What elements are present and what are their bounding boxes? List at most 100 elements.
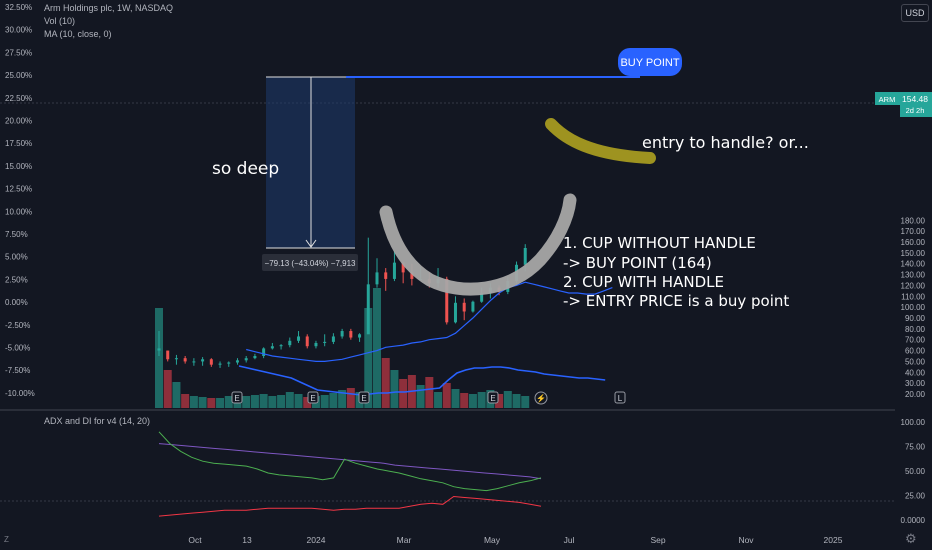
handle-drawing[interactable] — [545, 118, 656, 164]
candle-body — [192, 361, 196, 363]
buy-point-callout[interactable]: BUY POINT — [618, 48, 682, 76]
percent-tick: -7.50% — [5, 366, 30, 375]
price-tick: 110.00 — [901, 292, 925, 301]
time-tick: May — [484, 535, 501, 545]
volume-bar — [294, 394, 303, 408]
candle-body — [174, 358, 178, 360]
candle-body — [445, 278, 449, 323]
candle-body — [262, 348, 266, 357]
candle-body — [235, 360, 239, 363]
percent-tick: 12.50% — [5, 185, 32, 194]
volume-ma-line — [238, 365, 606, 396]
split-marker: ⚡ — [534, 391, 548, 405]
volume-bar — [442, 383, 451, 408]
price-tick: 150.00 — [901, 249, 926, 258]
volume-bar — [338, 390, 347, 408]
percent-axis: 32.50% 30.00% 27.50% 25.00% 22.50% 20.00% 17.5… — [5, 3, 35, 398]
volume-bar — [277, 395, 286, 408]
volume-bar — [242, 396, 251, 408]
volume-bar — [172, 382, 181, 408]
price-tick: 50.00 — [905, 357, 926, 366]
candle-body — [331, 336, 335, 342]
candle-body — [471, 301, 475, 312]
candle-body — [183, 358, 187, 362]
volume-bar — [451, 389, 460, 408]
price-tick: 90.00 — [905, 314, 926, 323]
last-price-countdown: 2d 2h — [906, 106, 925, 115]
volume-bar — [268, 396, 277, 408]
volume-legend[interactable]: Vol (10) — [44, 16, 76, 26]
percent-tick: 10.00% — [5, 207, 32, 216]
earnings-marker: E — [358, 391, 370, 404]
price-tick: 120.00 — [901, 281, 926, 290]
last-price-value: 154.48 — [902, 94, 928, 104]
adx-line — [158, 443, 542, 480]
gear-icon[interactable]: ⚙ — [905, 531, 917, 546]
earnings-marker: E — [307, 391, 319, 404]
percent-tick: 32.50% — [5, 3, 32, 12]
price-tick: 160.00 — [901, 238, 926, 247]
ma-legend[interactable]: MA (10, close, 0) — [44, 29, 112, 39]
candle-body — [314, 342, 318, 347]
time-tick: Jul — [564, 535, 575, 545]
cup-drawing[interactable] — [379, 193, 577, 296]
svg-text:L: L — [618, 394, 623, 403]
volume-bar — [381, 358, 390, 408]
symbol-title[interactable]: Arm Holdings plc, 1W, NASDAQ — [44, 3, 174, 13]
candle-body — [288, 340, 292, 346]
candle-body — [166, 350, 170, 360]
note-line-4: -> ENTRY PRICE is a buy point — [563, 292, 789, 310]
percent-tick: 7.50% — [5, 230, 28, 239]
volume-bar — [216, 398, 225, 408]
indicator-label[interactable]: ADX and DI for v4 (14, 20) — [44, 416, 150, 426]
candle-body — [366, 284, 370, 335]
time-tick: Oct — [188, 535, 202, 545]
currency-button[interactable]: USD — [901, 4, 929, 22]
candle-body — [253, 356, 257, 359]
candle-body — [358, 334, 362, 338]
percent-tick: 22.50% — [5, 94, 32, 103]
price-tick: 180.00 — [901, 216, 926, 225]
candle-body — [392, 262, 396, 279]
di-plus-line — [158, 431, 542, 492]
measure-label: −79.13 (−43.04%) −7,913 — [265, 259, 357, 268]
price-axis[interactable]: 180.00 170.00 160.00 150.00 140.00 130.00120.… — [901, 216, 926, 399]
event-markers[interactable]: E E E E L ⚡ — [231, 391, 626, 405]
percent-tick: 27.50% — [5, 48, 32, 57]
timezone-icon[interactable]: Z — [4, 535, 9, 544]
volume-bar — [163, 370, 172, 408]
candle-body — [523, 247, 527, 265]
note-line-3: 2. CUP WITH HANDLE — [563, 273, 724, 291]
price-tick: 60.00 — [905, 347, 926, 356]
price-tick: 100.00 — [901, 303, 926, 312]
measure-arrow-head — [305, 239, 317, 248]
time-axis[interactable]: Oct 13 2024 Mar May Jul Sep Nov 2025 — [188, 535, 842, 545]
time-tick: 2025 — [824, 535, 843, 545]
candle-body — [227, 362, 231, 364]
measure-label-box — [262, 254, 358, 271]
svg-text:E: E — [310, 394, 315, 403]
measure-tool[interactable]: −79.13 (−43.04%) −7,913 — [262, 76, 358, 271]
last-price-tag: ARM 154.48 2d 2h — [875, 92, 932, 117]
volume-bar — [198, 397, 207, 408]
candle-body — [375, 272, 379, 285]
time-tick: Mar — [397, 535, 412, 545]
grid-lines — [0, 102, 895, 502]
percent-tick: 2.50% — [5, 275, 28, 284]
volume-bar — [425, 377, 434, 408]
svg-text:E: E — [234, 394, 239, 403]
candle-body — [157, 348, 161, 351]
candle-body — [305, 336, 309, 347]
candle-body — [462, 302, 466, 312]
price-tick: 20.00 — [905, 390, 926, 399]
buy-point-label: BUY POINT — [620, 57, 679, 69]
volume-bar — [495, 394, 504, 408]
percent-tick: 30.00% — [5, 26, 32, 35]
time-tick: Nov — [738, 535, 754, 545]
volume-bar — [521, 396, 530, 408]
entry-handle-note: entry to handle? or... — [642, 133, 809, 152]
svg-text:E: E — [361, 394, 366, 403]
volume-bar — [468, 394, 477, 408]
price-tick: 80.00 — [905, 325, 926, 334]
